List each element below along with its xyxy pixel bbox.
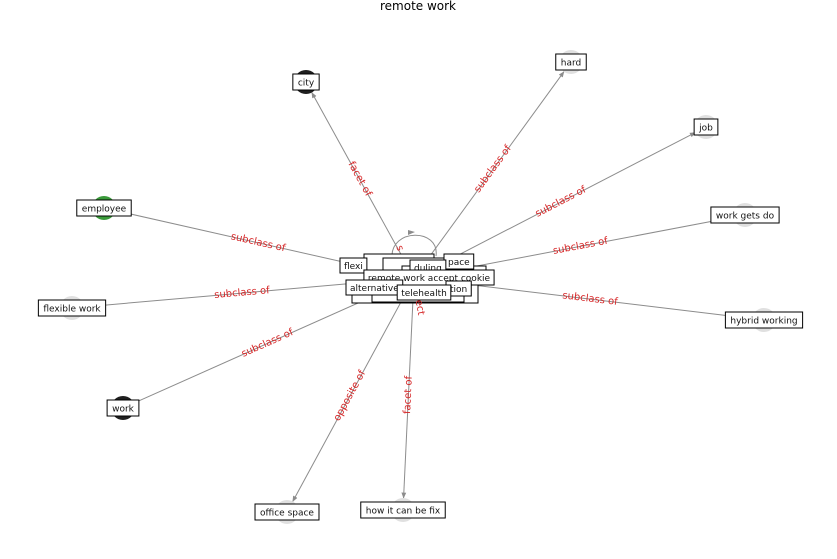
- node-how-it-can-be-fix[interactable]: how it can be fix: [360, 498, 446, 522]
- edge-label-how-it-can-be-fix: facet of: [402, 375, 415, 414]
- node-flexible-work[interactable]: flexible work: [37, 296, 107, 320]
- node-label-box: [360, 501, 446, 519]
- center-label-pace[interactable]: pace: [443, 253, 475, 270]
- edge-how-it-can-be-fix: [401, 291, 414, 499]
- edge-label-city: facet of: [346, 160, 374, 199]
- edge-work: [133, 283, 402, 404]
- center-label-text: telehealth: [401, 289, 447, 299]
- node-job[interactable]: job: [693, 115, 719, 139]
- edge-hard: [421, 71, 565, 267]
- node-label-box: [76, 199, 132, 217]
- node-label-box: [693, 118, 719, 136]
- edge-label-work-gets-do: subclass of: [552, 236, 609, 257]
- edge-label-work: subclass of: [240, 327, 296, 360]
- edge-office-space: [292, 290, 408, 502]
- node-label-box: [292, 73, 320, 91]
- center-label-flexi[interactable]: flexi: [339, 257, 368, 274]
- node-label-box: [724, 311, 804, 329]
- node-hard[interactable]: hard: [555, 50, 587, 74]
- center-edge-label-fragment: s: [393, 244, 405, 252]
- edge-label-job: subclass of: [534, 184, 589, 220]
- node-work[interactable]: work: [106, 396, 140, 420]
- node-label: hard: [561, 59, 581, 69]
- node-label: city: [298, 79, 315, 89]
- node-label: office space: [260, 509, 314, 519]
- node-label: employee: [82, 205, 127, 215]
- edge-label-employee: subclass of: [230, 231, 287, 254]
- node-city[interactable]: city: [292, 70, 320, 94]
- center-label-alternative[interactable]: alternative: [345, 279, 404, 296]
- edge-city: [311, 91, 408, 266]
- center-label-text: pace: [448, 258, 470, 268]
- node-label-box: [254, 503, 320, 521]
- center-label-text: duling: [414, 264, 442, 274]
- node-label-box: [106, 399, 140, 417]
- node-label: job: [698, 124, 713, 134]
- center-label-text: remote work accept cookie: [368, 274, 491, 284]
- graph-title: remote work: [380, 0, 456, 13]
- center-label-telehealth[interactable]: telehealth: [396, 284, 452, 301]
- nodes-layer: city hard job work gets do hybrid working how…: [37, 50, 804, 524]
- node-label-box: [37, 299, 107, 317]
- node-label: how it can be fix: [366, 507, 441, 517]
- center-label-text: tion: [450, 285, 467, 295]
- edge-job: [426, 132, 696, 273]
- edge-label-office-space: opposite of: [332, 368, 369, 423]
- edge-self-loop: [391, 234, 437, 259]
- node-label: work gets do: [716, 212, 775, 222]
- node-work-gets-do[interactable]: work gets do: [710, 203, 780, 227]
- node-label: hybrid working: [730, 317, 797, 327]
- center-label-text: alternative: [350, 284, 399, 294]
- center-label-box: [396, 284, 452, 301]
- node-office-space[interactable]: office space: [254, 500, 320, 524]
- node-label: flexible work: [43, 305, 101, 315]
- edge-label-hybrid-working: subclass of: [562, 290, 619, 308]
- node-label-box: [710, 206, 780, 224]
- center-label-box: [339, 257, 368, 274]
- edge-label-hard: subclass of: [472, 143, 514, 195]
- node-employee[interactable]: employee: [76, 196, 132, 220]
- edge-label-flexible-work: subclass of: [214, 285, 271, 301]
- center-edge-label-fragment: ect: [413, 299, 427, 316]
- self-loop-arrow: [408, 230, 415, 235]
- node-hybrid-working[interactable]: hybrid working: [724, 308, 804, 332]
- node-label: work: [112, 405, 135, 415]
- edge-hybrid-working: [427, 279, 753, 320]
- center-label-text: flexi: [344, 262, 363, 272]
- node-label-box: [555, 53, 587, 71]
